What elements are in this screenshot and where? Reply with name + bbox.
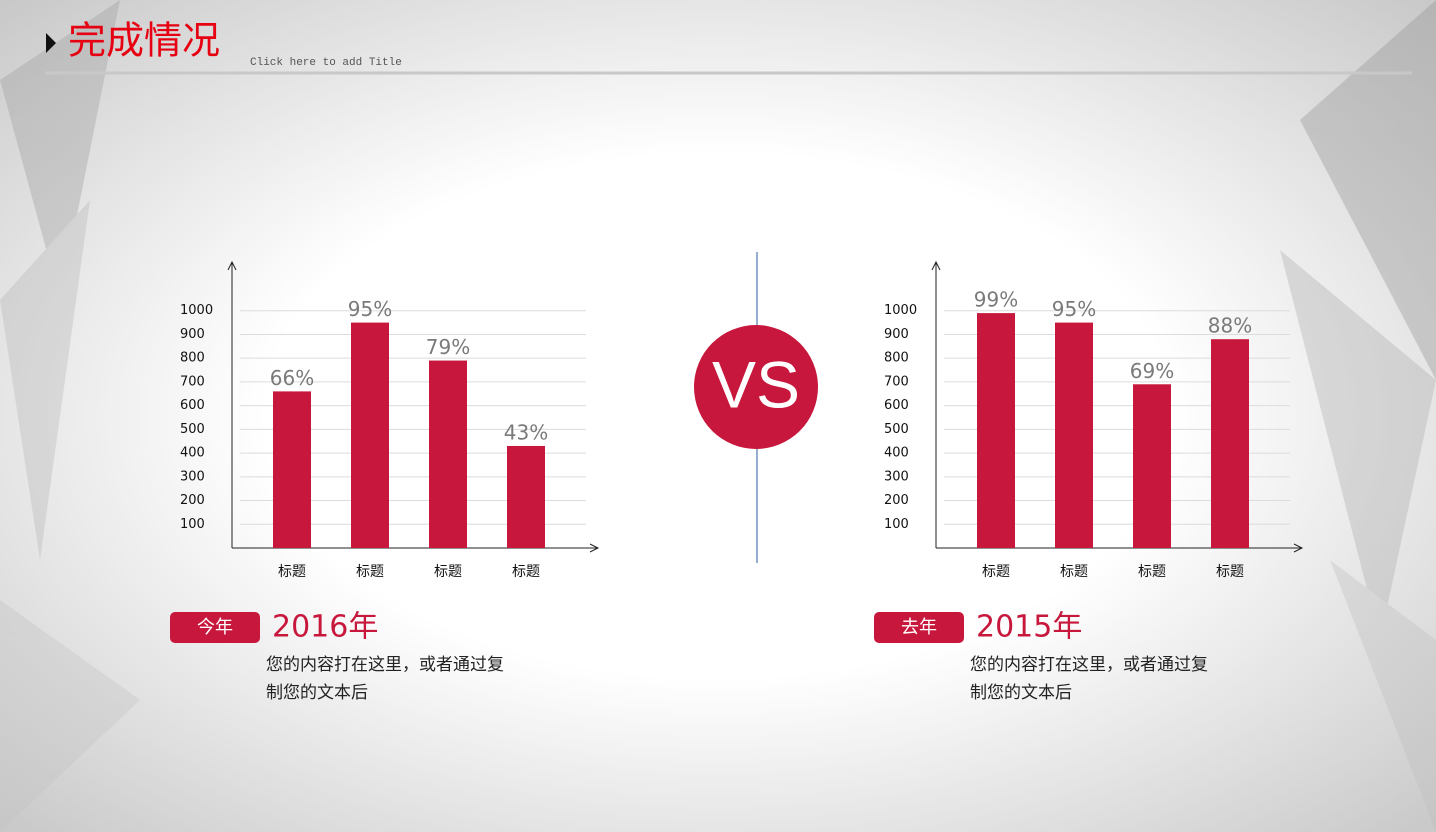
vs-circle xyxy=(694,325,818,449)
value-label: 88% xyxy=(1208,314,1252,338)
y-tick-label: 600 xyxy=(884,398,909,413)
y-tick-label: 200 xyxy=(884,493,909,508)
vs-label: VS xyxy=(712,347,800,421)
y-tick-label: 800 xyxy=(884,351,909,366)
title-marker xyxy=(46,33,56,53)
y-tick-label: 800 xyxy=(180,351,205,366)
year: 2015年 xyxy=(976,610,1082,645)
y-arrow xyxy=(931,260,941,271)
y-tick-label: 900 xyxy=(884,327,909,342)
y-tick-label: 300 xyxy=(180,469,205,484)
y-tick-label: 600 xyxy=(180,398,205,413)
x-tick-label: 标题 xyxy=(1060,564,1088,580)
badge xyxy=(874,612,964,643)
y-tick-label: 500 xyxy=(180,422,205,437)
x-tick-label: 标题 xyxy=(982,564,1010,580)
caption-text: 制您的文本后 xyxy=(970,683,1072,703)
caption-text: 制您的文本后 xyxy=(266,683,368,703)
value-label: 99% xyxy=(974,288,1018,312)
page-title: 完成情况 xyxy=(68,21,220,63)
y-tick-label: 900 xyxy=(180,327,205,342)
bar xyxy=(1133,384,1171,548)
y-tick-label: 200 xyxy=(180,493,205,508)
x-tick-label: 标题 xyxy=(434,564,462,580)
y-tick-label: 100 xyxy=(884,517,909,532)
x-tick-label: 标题 xyxy=(278,564,306,580)
page-subtitle: Click here to add Title xyxy=(250,57,402,69)
caption-text: 您的内容打在这里，或者通过复 xyxy=(266,655,504,675)
y-tick-label: 700 xyxy=(180,374,205,389)
bar xyxy=(429,360,467,548)
bar xyxy=(1211,339,1249,548)
value-label: 69% xyxy=(1130,359,1174,383)
x-tick-label: 标题 xyxy=(512,564,540,580)
value-label: 95% xyxy=(1052,297,1096,321)
bar xyxy=(273,391,311,548)
y-tick-label: 700 xyxy=(884,374,909,389)
y-arrow xyxy=(227,260,237,271)
bar xyxy=(1055,322,1093,548)
y-tick-label: 300 xyxy=(884,469,909,484)
x-tick-label: 标题 xyxy=(1138,564,1166,580)
x-tick-label: 标题 xyxy=(1216,564,1244,580)
x-tick-label: 标题 xyxy=(356,564,384,580)
x-arrow xyxy=(1293,543,1304,553)
y-tick-label: 1000 xyxy=(884,303,917,318)
x-arrow xyxy=(589,543,600,553)
badge xyxy=(170,612,260,643)
badge-label: 去年 xyxy=(901,617,937,638)
value-label: 66% xyxy=(270,366,314,390)
y-tick-label: 1000 xyxy=(180,303,213,318)
y-tick-label: 400 xyxy=(180,446,205,461)
y-tick-label: 100 xyxy=(180,517,205,532)
value-label: 95% xyxy=(348,297,392,321)
badge-label: 今年 xyxy=(197,617,233,638)
bar xyxy=(977,313,1015,548)
bar xyxy=(507,445,545,548)
caption-text: 您的内容打在这里，或者通过复 xyxy=(970,655,1208,675)
year: 2016年 xyxy=(272,610,378,645)
value-label: 79% xyxy=(426,335,470,359)
value-label: 43% xyxy=(504,420,548,444)
bar xyxy=(351,322,389,548)
y-tick-label: 500 xyxy=(884,422,909,437)
y-tick-label: 400 xyxy=(884,446,909,461)
